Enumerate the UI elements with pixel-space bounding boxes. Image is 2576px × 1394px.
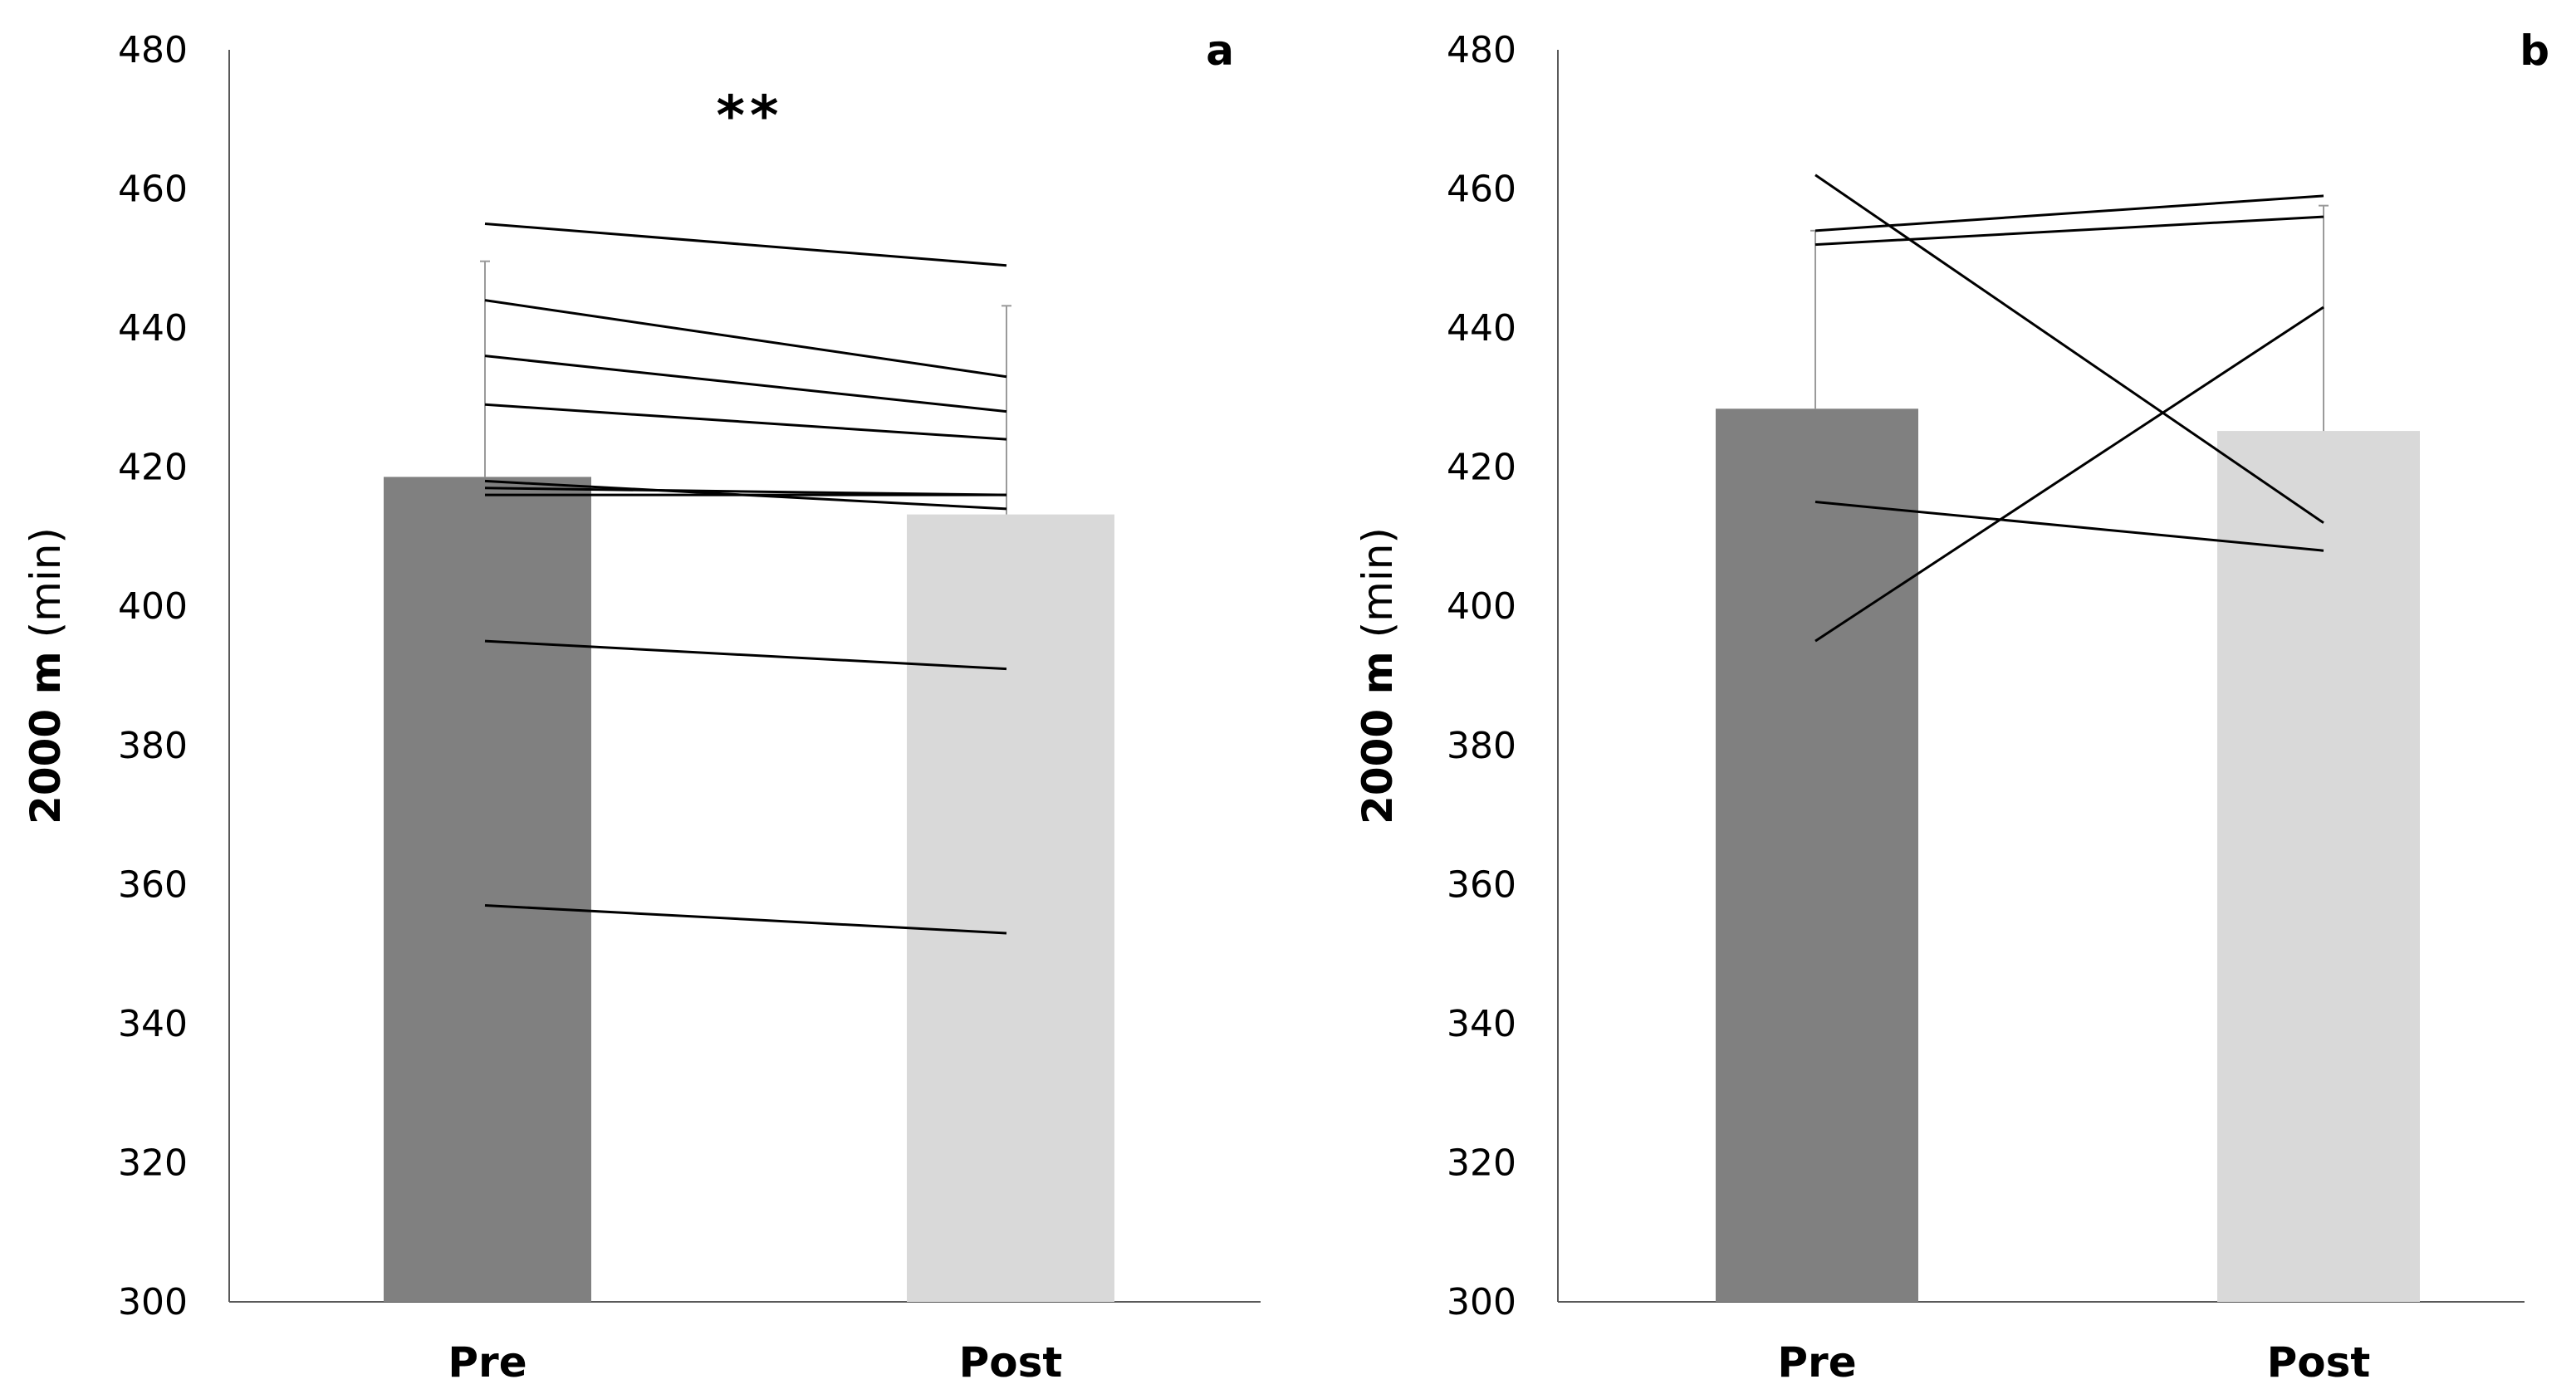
y-tick-label: 420	[1447, 447, 1516, 489]
y-tick-label: 380	[118, 725, 188, 767]
y-tick-label: 420	[118, 447, 188, 489]
error-bars	[1810, 204, 2329, 432]
panel-label: b	[2520, 27, 2549, 75]
y-tick-label: 480	[118, 29, 188, 71]
error-bars	[480, 260, 1011, 515]
y-tick-label: 340	[118, 1003, 188, 1045]
bar-pre	[384, 477, 591, 1302]
y-tick-labels: 300 320 340 360 380 400 420 440 460 480	[1447, 29, 1516, 1323]
individual-line	[1814, 306, 2324, 643]
y-tick-label: 360	[118, 863, 188, 906]
individual-line	[484, 222, 1007, 267]
significance-marker: **	[716, 84, 783, 148]
y-tick-label: 460	[118, 169, 188, 211]
y-tick-label: 340	[1447, 1003, 1516, 1045]
y-tick-label: 320	[118, 1142, 188, 1184]
bar-pre	[1716, 408, 1918, 1302]
category-label-post: Post	[959, 1338, 1063, 1387]
y-tick-label: 480	[1447, 29, 1516, 71]
individual-line	[1814, 174, 2324, 524]
chart-panel-a: 300 320 340 360 380 400 420 440 460 480 Pre Post 2…	[22, 27, 1261, 1387]
y-tick-label: 460	[1447, 169, 1516, 211]
y-axis-label: 2000 m (min)	[22, 527, 70, 824]
individual-line	[484, 299, 1007, 379]
category-label-pre: Pre	[448, 1338, 526, 1387]
chart-panel-b: 300 320 340 360 380 400 420 440 460 480 Pre Post 2…	[1354, 27, 2549, 1387]
y-tick-label: 360	[1447, 863, 1516, 906]
panel-label: a	[1206, 27, 1234, 75]
individual-line	[1814, 194, 2324, 232]
category-label-post: Post	[2267, 1338, 2371, 1387]
y-tick-labels: 300 320 340 360 380 400 420 440 460 480	[118, 29, 188, 1323]
individual-line	[484, 355, 1007, 413]
bars	[384, 477, 1114, 1302]
y-tick-label: 300	[118, 1281, 188, 1323]
individual-line	[484, 639, 1007, 671]
y-tick-label: 400	[118, 585, 188, 628]
individual-line	[484, 903, 1007, 935]
individual-lines	[484, 222, 1007, 935]
bar-post	[2217, 431, 2420, 1302]
y-tick-label: 400	[1447, 585, 1516, 628]
y-axis-label: 2000 m (min)	[1354, 527, 1402, 824]
individual-line	[1814, 215, 2324, 247]
bar-post	[907, 514, 1114, 1302]
bars	[1716, 408, 2420, 1302]
individual-lines	[1814, 174, 2324, 643]
individual-line	[1814, 501, 2324, 552]
category-label-pre: Pre	[1777, 1338, 1856, 1387]
category-labels: Pre Post	[1777, 1338, 2370, 1387]
y-tick-label: 440	[118, 307, 188, 350]
y-tick-label: 320	[1447, 1142, 1516, 1184]
category-labels: Pre Post	[448, 1338, 1062, 1387]
y-tick-label: 300	[1447, 1281, 1516, 1323]
y-tick-label: 440	[1447, 307, 1516, 350]
y-tick-label: 380	[1447, 725, 1516, 767]
individual-line	[484, 403, 1007, 441]
